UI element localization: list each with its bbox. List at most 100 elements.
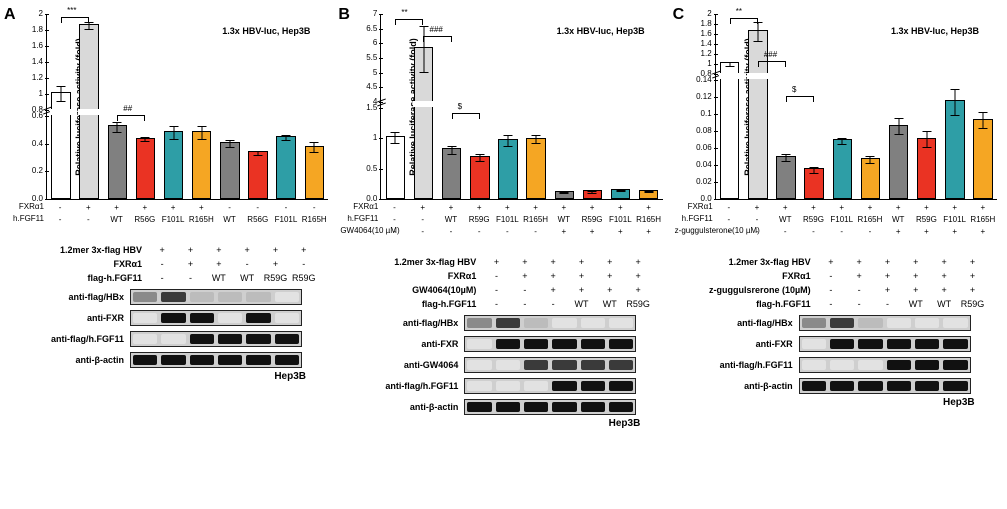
blot-band bbox=[552, 381, 576, 391]
blot-header-cell: + bbox=[148, 245, 176, 255]
bar bbox=[720, 62, 739, 199]
x-factor-cell: + bbox=[941, 227, 969, 236]
chart-area: 1.3x HBV-luc, Hep3BRelative luciferase a… bbox=[46, 14, 328, 200]
blot-band bbox=[161, 355, 185, 365]
error-bar bbox=[117, 122, 118, 133]
blot-header-cell: + bbox=[902, 285, 930, 295]
x-factor-cell: + bbox=[634, 203, 662, 212]
blot-gel bbox=[799, 336, 971, 352]
error-bar bbox=[61, 86, 62, 102]
blot-lane-label: anti-flag/h.FGF11 bbox=[338, 381, 464, 391]
blot-lane-label: anti-flag/HBx bbox=[4, 292, 130, 302]
significance-bracket bbox=[61, 17, 89, 18]
x-factor-rowlabel: FXRα1 bbox=[6, 201, 44, 213]
blot-header-label: GW4064(10µM) bbox=[356, 285, 482, 295]
blot-header-cell: + bbox=[624, 257, 652, 267]
blot-header-cell: + bbox=[233, 245, 261, 255]
x-factor-row: ------++++ bbox=[380, 225, 662, 237]
x-factor-cell: WT bbox=[771, 215, 799, 224]
blot-header-cell: - bbox=[148, 273, 176, 283]
blot-header-cell: + bbox=[567, 257, 595, 267]
bar-slot bbox=[494, 14, 522, 199]
blot-band bbox=[133, 292, 157, 302]
x-factor-cell: WT bbox=[102, 215, 130, 224]
ytick: 6 bbox=[353, 39, 377, 47]
bar-slot bbox=[160, 14, 188, 199]
blot-band bbox=[496, 318, 520, 328]
blot-header-label: 1.2mer 3x-flag HBV bbox=[691, 257, 817, 267]
blot-header-cell: + bbox=[261, 259, 289, 269]
blot-lane-row: anti-GW4064 bbox=[338, 356, 668, 374]
blot-header-cell: - bbox=[233, 259, 261, 269]
blot-band bbox=[581, 402, 605, 412]
x-factor-rowlabel: h.FGF11 bbox=[675, 213, 713, 225]
bar-slot bbox=[716, 14, 744, 199]
blot-band bbox=[524, 318, 548, 328]
blot-header-label: FXRα1 bbox=[356, 271, 482, 281]
bar-break bbox=[747, 73, 768, 79]
blot-band bbox=[609, 360, 633, 370]
significance-label: *** bbox=[67, 7, 76, 15]
blot-lane-row: anti-flag/HBx bbox=[338, 314, 668, 332]
bar bbox=[498, 139, 517, 199]
blot-band bbox=[609, 402, 633, 412]
significance-bracket bbox=[786, 96, 814, 97]
blot-header-cell: + bbox=[539, 285, 567, 295]
blot-gel bbox=[464, 357, 636, 373]
bars-row bbox=[716, 14, 997, 199]
x-factor-cell: - bbox=[437, 227, 465, 236]
x-factor-cell: F101L bbox=[272, 215, 300, 224]
blot-band bbox=[943, 318, 967, 328]
blot-lane-label: anti-GW4064 bbox=[338, 360, 464, 370]
blot-band bbox=[524, 402, 548, 412]
blot-header-cell: + bbox=[205, 259, 233, 269]
bars-row bbox=[47, 14, 328, 199]
x-factor-rowlabel: z-guggulsterone(10 µM) bbox=[675, 225, 713, 237]
bar bbox=[192, 131, 211, 199]
blot-header-cell: + bbox=[930, 257, 958, 267]
error-bar bbox=[898, 118, 899, 135]
bar bbox=[136, 138, 155, 199]
blot-header-cell: WT bbox=[596, 299, 624, 309]
x-factor-row: --WTR59GF101LR165HWTR59GF101LR165H bbox=[380, 213, 662, 225]
x-factor-cell: + bbox=[493, 203, 521, 212]
blot-header-label: FXRα1 bbox=[691, 271, 817, 281]
blot-header-row: 1.2mer 3x-flag HBV++++++ bbox=[691, 255, 1003, 269]
blot-band bbox=[830, 339, 854, 349]
blot-band bbox=[496, 381, 520, 391]
blot-header-cell: - bbox=[290, 259, 318, 269]
error-bar bbox=[870, 156, 871, 165]
x-factor-cell: - bbox=[743, 215, 771, 224]
x-factor-cell: + bbox=[578, 203, 606, 212]
blot-header-cell: + bbox=[930, 285, 958, 295]
bar bbox=[973, 119, 992, 199]
x-factor-cell: + bbox=[550, 227, 578, 236]
blot-band bbox=[858, 318, 882, 328]
blot-header-cell: + bbox=[511, 271, 539, 281]
blot-band bbox=[133, 355, 157, 365]
blot-cell-line: Hep3B bbox=[4, 371, 306, 382]
blot-band bbox=[218, 313, 242, 323]
significance-label: ** bbox=[401, 9, 407, 17]
blot-band bbox=[887, 360, 911, 370]
x-factor-cell: - bbox=[244, 203, 272, 212]
blot-band bbox=[467, 381, 491, 391]
x-factor-cell: + bbox=[743, 203, 771, 212]
blot-band bbox=[552, 339, 576, 349]
western-blot-block: 1.2mer 3x-flag HBV++++++FXRα1-++-+-flag-… bbox=[4, 243, 334, 382]
blot-header-cell: + bbox=[958, 285, 986, 295]
blot-band bbox=[830, 318, 854, 328]
blot-band bbox=[609, 381, 633, 391]
bar bbox=[776, 156, 795, 199]
error-bar bbox=[648, 191, 649, 193]
significance-label: ### bbox=[764, 51, 777, 59]
blot-header-cell: + bbox=[902, 257, 930, 267]
blot-header-cell: + bbox=[567, 271, 595, 281]
blot-header-cell: - bbox=[539, 299, 567, 309]
blot-band bbox=[581, 381, 605, 391]
panel-letter: C bbox=[673, 6, 685, 24]
blot-band bbox=[496, 360, 520, 370]
bar-slot bbox=[744, 14, 772, 199]
blot-header-cell: - bbox=[873, 299, 901, 309]
x-factor-cell: + bbox=[606, 227, 634, 236]
